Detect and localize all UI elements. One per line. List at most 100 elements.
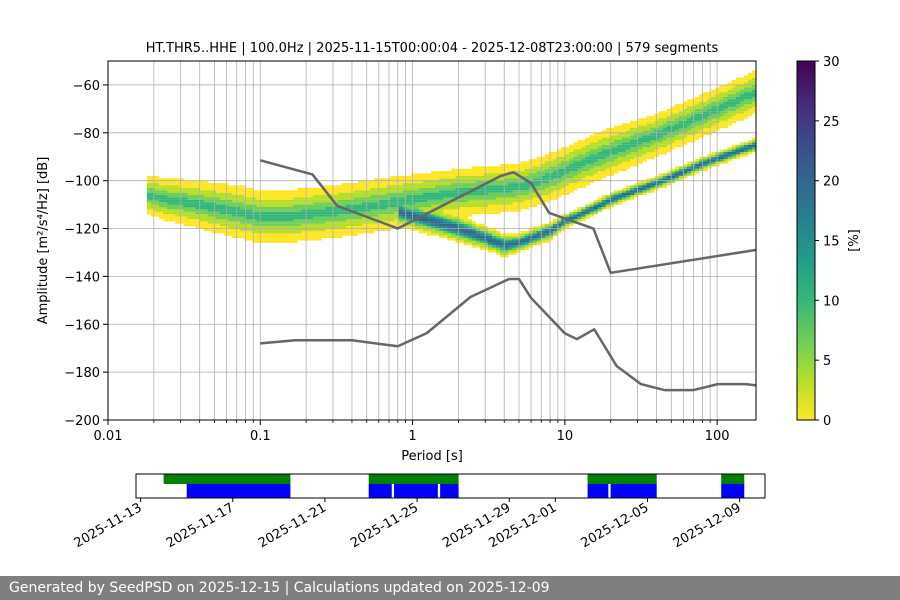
- heatmap-cell: [284, 235, 290, 239]
- heatmap-cell: [431, 173, 436, 176]
- heatmap-cell: [581, 175, 586, 179]
- heatmap-cell: [686, 113, 692, 117]
- heatmap-cell: [443, 214, 448, 217]
- heatmap-cell: [703, 118, 708, 121]
- heatmap-cell: [451, 192, 456, 196]
- heatmap-cell: [508, 252, 513, 255]
- heatmap-cell: [406, 206, 412, 210]
- heatmap-cell: [353, 202, 359, 205]
- colorbar-title: [%]: [847, 229, 862, 252]
- heatmap-cell: [187, 192, 192, 196]
- heatmap-cell: [743, 104, 749, 107]
- heatmap-cell: [512, 190, 517, 193]
- heatmap-cell: [467, 185, 473, 188]
- heatmap-cell: [418, 204, 424, 207]
- heatmap-cell: [423, 206, 428, 210]
- heatmap-cell: [621, 197, 627, 200]
- heatmap-cell: [593, 139, 599, 143]
- heatmap-cell: [272, 190, 278, 193]
- heatmap-cell: [496, 195, 501, 198]
- heatmap-cell: [362, 185, 367, 188]
- heatmap-cell: [670, 175, 676, 179]
- heatmap-cell: [593, 173, 599, 176]
- heatmap-cell: [601, 197, 607, 200]
- date-tick-label: 2025-11-13: [72, 500, 145, 551]
- heatmap-cell: [642, 139, 647, 143]
- heatmap-cell: [577, 159, 582, 162]
- heatmap-cell: [561, 223, 566, 227]
- heatmap-cell: [475, 240, 481, 243]
- heatmap-cell: [703, 104, 708, 107]
- heatmap-cell: [195, 185, 201, 188]
- heatmap-cell: [362, 218, 367, 222]
- heatmap-cell: [557, 168, 562, 172]
- heatmap-cell: [666, 108, 672, 112]
- heatmap-cell: [353, 195, 359, 198]
- heatmap-cell: [289, 238, 294, 241]
- heatmap-cell: [301, 197, 306, 200]
- y-tick-label: −160: [64, 318, 100, 333]
- heatmap-cell: [455, 168, 460, 172]
- heatmap-cell: [707, 159, 712, 162]
- heatmap-cell: [479, 247, 485, 251]
- heatmap-cell: [455, 228, 460, 231]
- heatmap-cell: [199, 206, 205, 210]
- heatmap-cell: [626, 154, 631, 157]
- heatmap-cell: [414, 185, 420, 188]
- heatmap-cell: [581, 206, 586, 210]
- heatmap-cell: [443, 178, 448, 181]
- heatmap-cell: [561, 187, 566, 191]
- heatmap-cell: [333, 209, 339, 212]
- heatmap-cell: [670, 116, 676, 119]
- heatmap-cell: [601, 171, 607, 174]
- heatmap-cell: [524, 166, 529, 169]
- heatmap-cell: [561, 218, 566, 222]
- heatmap-cell: [500, 238, 505, 241]
- heatmap-cell: [601, 151, 607, 155]
- heatmap-cell: [443, 185, 448, 188]
- heatmap-cell: [609, 135, 615, 138]
- heatmap-cell: [398, 187, 404, 191]
- heatmap-cell: [682, 166, 688, 169]
- heatmap-cell: [418, 187, 424, 191]
- heatmap-cell: [341, 228, 347, 231]
- heatmap-cell: [337, 230, 343, 234]
- heatmap-cell: [451, 178, 456, 181]
- heatmap-cell: [536, 226, 542, 229]
- heatmap-cell: [175, 221, 180, 224]
- heatmap-cell: [447, 209, 452, 212]
- heatmap-cell: [260, 221, 266, 224]
- heatmap-cell: [394, 195, 400, 198]
- heatmap-cell: [293, 240, 298, 243]
- heatmap-cell: [593, 137, 599, 140]
- heatmap-cell: [630, 147, 635, 150]
- heatmap-cell: [305, 192, 310, 196]
- heatmap-cell: [479, 233, 485, 236]
- heatmap-cell: [609, 197, 615, 200]
- heatmap-cell: [565, 175, 570, 179]
- heatmap-cell: [557, 185, 562, 188]
- heatmap-cell: [577, 171, 582, 174]
- heatmap-cell: [727, 94, 733, 97]
- heatmap-cell: [341, 195, 347, 198]
- heatmap-cell: [719, 92, 724, 95]
- heatmap-cell: [743, 89, 749, 93]
- heatmap-cell: [378, 202, 383, 205]
- heatmap-cell: [557, 223, 562, 227]
- heatmap-cell: [735, 106, 741, 109]
- heatmap-cell: [203, 204, 209, 207]
- heatmap-cell: [276, 240, 282, 243]
- heatmap-cell: [487, 230, 493, 234]
- heatmap-cell: [613, 199, 619, 203]
- heatmap-cell: [565, 147, 570, 150]
- heatmap-cell: [589, 209, 594, 212]
- heatmap-cell: [536, 171, 542, 174]
- heatmap-cell: [711, 159, 716, 162]
- heatmap-cell: [370, 214, 375, 217]
- heatmap-cell: [276, 223, 282, 227]
- heatmap-cell: [605, 130, 611, 133]
- heatmap-cell: [508, 163, 513, 167]
- heatmap-cell: [459, 209, 465, 212]
- heatmap-cell: [414, 221, 420, 224]
- heatmap-cell: [557, 173, 562, 176]
